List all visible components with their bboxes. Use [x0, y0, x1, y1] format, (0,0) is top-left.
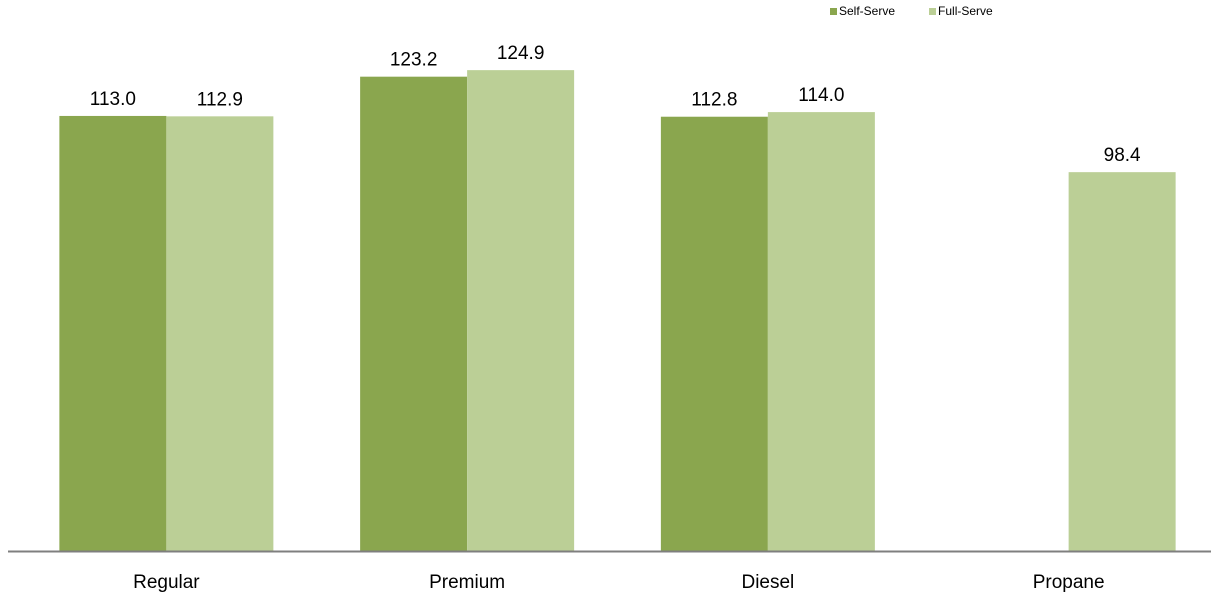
x-tick-label-premium: Premium — [429, 572, 505, 593]
data-label-diesel-full-serve: 114.0 — [798, 85, 844, 106]
x-tick-label-regular: Regular — [133, 572, 200, 593]
legend-swatch-full-serve — [929, 7, 937, 15]
data-label-propane-full-serve: 98.4 — [1104, 145, 1141, 166]
data-label-regular-full-serve: 112.9 — [197, 89, 243, 110]
legend-swatch-self-serve — [830, 7, 837, 15]
bar-regular-self-serve — [59, 115, 167, 551]
bar-propane-full-serve — [1068, 172, 1176, 551]
data-label-premium-self-serve: 123.2 — [390, 50, 438, 71]
data-label-diesel-self-serve: 112.8 — [691, 90, 737, 111]
legend-item-full-serve: Full-Serve — [929, 4, 993, 18]
data-label-premium-full-serve: 124.9 — [497, 43, 545, 64]
bar-premium-full-serve — [467, 70, 575, 551]
x-tick-label-diesel: Diesel — [741, 572, 794, 593]
chart-legend: Self-Serve Full-Serve — [830, 4, 1027, 18]
data-label-regular-self-serve: 113.0 — [90, 89, 136, 110]
x-tick-label-propane: Propane — [1033, 572, 1105, 593]
bar-diesel-full-serve — [767, 112, 875, 551]
legend-label-self-serve: Self-Serve — [839, 4, 896, 18]
bar-diesel-self-serve — [660, 116, 768, 551]
legend-label-full-serve: Full-Serve — [938, 4, 993, 18]
legend-item-self-serve: Self-Serve — [830, 4, 895, 18]
bar-regular-full-serve — [166, 116, 274, 552]
bar-premium-self-serve — [360, 76, 468, 552]
